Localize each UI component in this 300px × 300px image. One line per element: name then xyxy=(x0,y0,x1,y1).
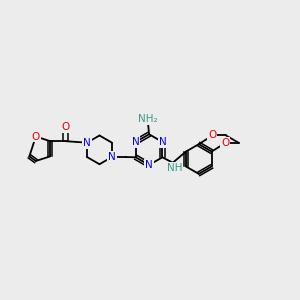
Text: N: N xyxy=(108,152,116,162)
Text: NH: NH xyxy=(167,163,182,173)
Text: O: O xyxy=(221,138,230,148)
Text: N: N xyxy=(132,137,140,147)
Text: N: N xyxy=(158,137,166,147)
Text: O: O xyxy=(32,131,40,142)
Text: NH₂: NH₂ xyxy=(138,114,158,124)
Text: N: N xyxy=(145,160,153,170)
Text: O: O xyxy=(61,122,70,132)
Text: O: O xyxy=(208,130,217,140)
Text: N: N xyxy=(83,138,91,148)
